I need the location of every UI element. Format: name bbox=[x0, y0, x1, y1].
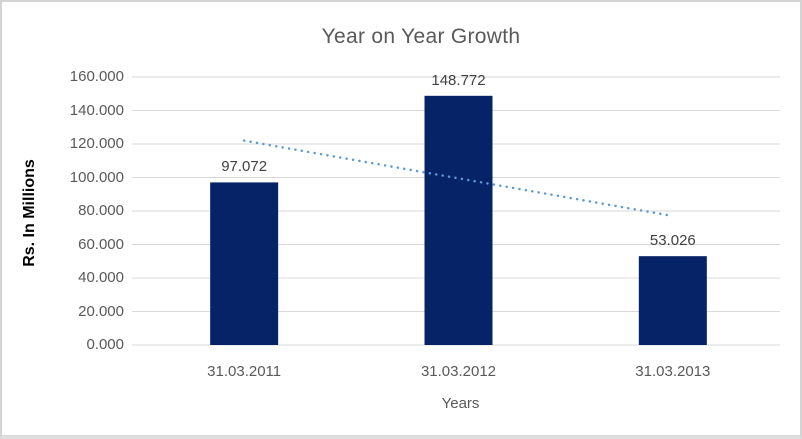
x-category-label: 31.03.2011 bbox=[207, 363, 282, 380]
y-tick-label: 60.000 bbox=[78, 235, 124, 253]
x-category-label: 31.03.2012 bbox=[420, 363, 497, 380]
bar-31.03.2013 bbox=[638, 256, 707, 345]
bar-31.03.2012 bbox=[424, 95, 493, 345]
bar-data-label: 53.026 bbox=[649, 232, 696, 250]
y-tick-label: 140.000 bbox=[69, 101, 124, 119]
y-tick-label: 0.000 bbox=[86, 336, 124, 353]
bar-31.03.2011 bbox=[210, 182, 279, 345]
y-tick-label: 100.000 bbox=[69, 168, 124, 186]
trendline bbox=[242, 139, 675, 218]
y-tick-label: 40.000 bbox=[78, 269, 124, 286]
linear-trendline bbox=[242, 139, 675, 218]
bar-data-label: 148.772 bbox=[431, 71, 486, 89]
x-axis-title: Years bbox=[441, 395, 480, 412]
y-tick-label: 160.000 bbox=[69, 68, 124, 85]
bars bbox=[210, 95, 707, 345]
bar-data-label: 97.072 bbox=[221, 158, 268, 176]
x-category-label: 31.03.2013 bbox=[635, 363, 711, 380]
y-tick-label: 80.000 bbox=[78, 202, 124, 219]
y-tick-label: 120.000 bbox=[69, 135, 124, 152]
y-tick-label: 20.000 bbox=[78, 302, 124, 320]
chart-title: Year on Year Growth bbox=[321, 25, 521, 48]
